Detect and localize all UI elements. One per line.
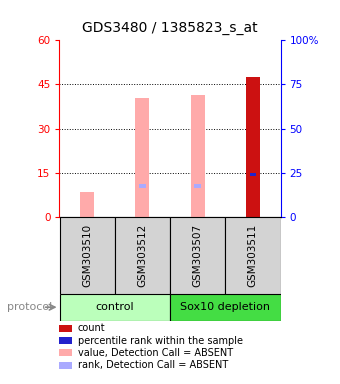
Text: GSM303512: GSM303512 bbox=[137, 224, 147, 287]
Text: GSM303511: GSM303511 bbox=[248, 224, 258, 287]
Bar bbox=[250, 173, 256, 176]
Bar bbox=[80, 192, 94, 217]
Text: percentile rank within the sample: percentile rank within the sample bbox=[78, 336, 242, 346]
Text: GSM303510: GSM303510 bbox=[82, 224, 92, 287]
Bar bbox=[59, 217, 115, 294]
Bar bbox=[225, 217, 280, 294]
Bar bbox=[135, 98, 149, 217]
Text: count: count bbox=[78, 323, 105, 333]
Text: Sox10 depletion: Sox10 depletion bbox=[180, 302, 270, 312]
Bar bbox=[115, 217, 170, 294]
Bar bbox=[139, 184, 146, 188]
Bar bbox=[59, 294, 170, 321]
Bar bbox=[191, 95, 205, 217]
Text: protocol: protocol bbox=[7, 302, 52, 312]
Bar bbox=[246, 77, 260, 217]
Text: rank, Detection Call = ABSENT: rank, Detection Call = ABSENT bbox=[78, 360, 228, 370]
Text: control: control bbox=[96, 302, 134, 312]
Text: GDS3480 / 1385823_s_at: GDS3480 / 1385823_s_at bbox=[82, 21, 258, 35]
Bar bbox=[194, 184, 201, 188]
Bar bbox=[170, 294, 280, 321]
Bar bbox=[170, 217, 225, 294]
Text: GSM303507: GSM303507 bbox=[193, 224, 203, 287]
Text: value, Detection Call = ABSENT: value, Detection Call = ABSENT bbox=[78, 348, 233, 358]
